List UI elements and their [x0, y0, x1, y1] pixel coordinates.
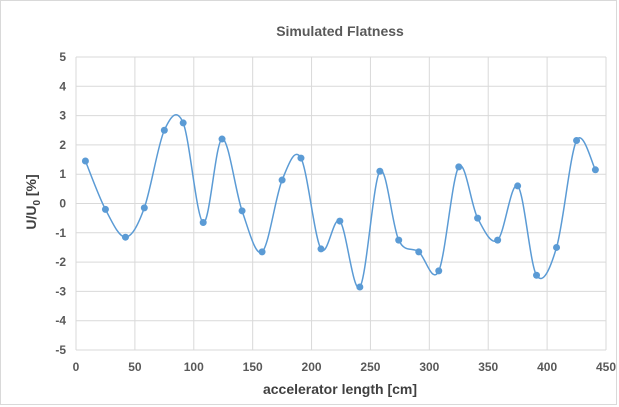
x-axis-title: accelerator length [cm] — [263, 381, 417, 397]
x-tick-label: 300 — [419, 360, 439, 374]
data-point — [238, 207, 246, 215]
data-point — [415, 248, 423, 256]
y-tick-label: 5 — [59, 50, 66, 64]
x-tick-label: 400 — [537, 360, 557, 374]
data-point — [533, 271, 541, 279]
data-point — [336, 217, 344, 225]
data-point — [278, 176, 286, 184]
y-tick-label: -1 — [55, 226, 66, 240]
data-point — [356, 283, 364, 291]
data-point — [376, 167, 384, 175]
y-tick-label: -4 — [55, 314, 66, 328]
data-point — [140, 204, 148, 212]
y-axis-title: U/U0 [%] — [23, 174, 43, 229]
y-tick-label: 1 — [59, 167, 66, 181]
x-tick-label: 450 — [596, 360, 616, 374]
y-tick-label: 0 — [59, 197, 66, 211]
data-point — [199, 219, 207, 227]
x-tick-label: 200 — [302, 360, 322, 374]
gridlines — [75, 56, 607, 351]
data-point — [101, 205, 109, 213]
y-tick-label: -2 — [55, 255, 66, 269]
data-point — [81, 157, 89, 165]
y-axis-title-unit: [%] — [23, 174, 39, 200]
x-tick-label: 100 — [184, 360, 204, 374]
data-point — [317, 245, 325, 253]
x-tick-label: 150 — [243, 360, 263, 374]
series-smoothed-line — [84, 113, 597, 289]
y-tick-label: 4 — [59, 79, 66, 93]
x-tick-labels: 0 50 100 150 200 250 300 350 400 450 — [73, 360, 617, 374]
x-tick-label: 250 — [360, 360, 380, 374]
data-point — [591, 166, 599, 174]
data-point — [514, 182, 522, 190]
data-point — [573, 137, 581, 145]
y-axis-title-main: U/U — [23, 206, 39, 230]
x-tick-label: 50 — [128, 360, 142, 374]
data-point — [218, 135, 226, 143]
y-tick-label: 3 — [59, 109, 66, 123]
y-tick-labels: -5 -4 -3 -2 -1 0 1 2 3 4 5 — [55, 50, 66, 357]
data-point — [455, 163, 463, 171]
data-point — [395, 236, 403, 244]
y-tick-label: 2 — [59, 138, 66, 152]
chart-title: Simulated Flatness — [276, 23, 404, 39]
x-tick-label: 350 — [478, 360, 498, 374]
y-tick-label: -5 — [55, 343, 66, 357]
data-point — [258, 248, 266, 256]
data-point — [160, 126, 168, 134]
data-point — [297, 154, 305, 162]
x-tick-label: 0 — [73, 360, 80, 374]
y-axis-title-subscript: 0 — [32, 200, 43, 206]
y-tick-label: -3 — [55, 284, 66, 298]
data-point — [553, 243, 561, 251]
data-point — [494, 236, 502, 244]
data-point — [179, 119, 187, 127]
data-point — [121, 233, 129, 241]
data-points — [81, 119, 599, 291]
data-point — [435, 267, 443, 275]
data-point — [474, 214, 482, 222]
